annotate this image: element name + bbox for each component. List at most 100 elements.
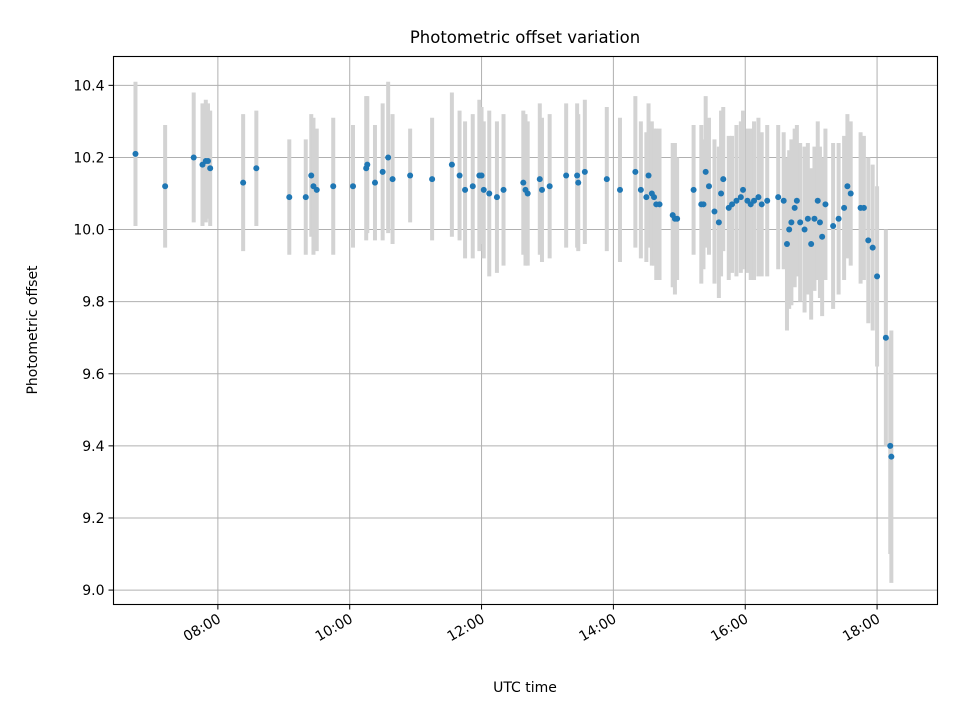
data-point	[330, 183, 337, 190]
data-point	[350, 183, 357, 190]
y-tick-label: 9.2	[82, 511, 104, 527]
data-point	[132, 150, 139, 157]
data-point	[616, 186, 623, 193]
data-point	[751, 197, 758, 204]
data-point	[429, 176, 436, 183]
data-point	[364, 161, 371, 168]
data-point	[869, 244, 876, 251]
y-tick-label: 10.2	[73, 150, 104, 166]
data-point	[847, 190, 854, 197]
data-point	[733, 197, 740, 204]
y-tick-label: 9.4	[82, 439, 104, 455]
data-point	[162, 183, 169, 190]
data-point	[308, 172, 315, 179]
grid-lines	[113, 56, 938, 605]
data-point	[865, 237, 872, 244]
data-point	[888, 453, 895, 460]
data-point	[389, 176, 396, 183]
data-point	[764, 197, 771, 204]
data-point	[524, 190, 531, 197]
data-point	[705, 183, 712, 190]
data-point	[581, 168, 588, 175]
data-point	[286, 194, 293, 201]
data-point	[711, 208, 718, 215]
data-point	[814, 197, 821, 204]
x-axis-label: UTC time	[493, 680, 557, 696]
data-point	[874, 273, 881, 280]
data-point	[718, 190, 725, 197]
data-point	[645, 172, 652, 179]
y-axis-label: Photometric offset	[25, 265, 41, 395]
y-tick-label: 9.8	[82, 295, 104, 311]
data-point	[190, 154, 197, 161]
data-point	[780, 197, 787, 204]
data-point	[469, 183, 476, 190]
data-point	[407, 172, 414, 179]
data-point	[844, 183, 851, 190]
data-point	[758, 201, 765, 208]
data-point	[835, 215, 842, 222]
data-point	[690, 186, 697, 193]
data-point	[656, 201, 663, 208]
data-point	[783, 240, 790, 247]
data-point	[575, 179, 582, 186]
data-point	[379, 168, 386, 175]
data-point	[737, 194, 744, 201]
data-point	[830, 222, 837, 229]
data-point	[700, 201, 707, 208]
y-tick-label: 9.0	[82, 583, 104, 599]
data-point	[302, 194, 309, 201]
data-point	[819, 233, 826, 240]
data-point	[755, 194, 762, 201]
data-point	[882, 334, 889, 341]
data-point	[791, 204, 798, 211]
data-points	[132, 150, 895, 460]
data-point	[493, 194, 500, 201]
data-point	[603, 176, 610, 183]
data-point	[674, 215, 681, 222]
data-point	[740, 186, 747, 193]
data-point	[240, 179, 247, 186]
y-tick-label: 10.0	[73, 223, 104, 239]
data-point	[887, 442, 894, 449]
data-point	[253, 165, 260, 172]
data-point	[538, 186, 545, 193]
data-point	[207, 165, 214, 172]
data-point	[500, 186, 507, 193]
data-point	[204, 158, 211, 165]
data-point	[804, 215, 811, 222]
data-point	[811, 215, 818, 222]
data-point	[797, 219, 804, 226]
y-tick-label: 9.6	[82, 367, 104, 383]
data-point	[729, 201, 736, 208]
data-point	[632, 168, 639, 175]
data-point	[775, 194, 782, 201]
data-point	[456, 172, 463, 179]
data-point	[536, 176, 543, 183]
data-point	[651, 194, 658, 201]
chart-title: Photometric offset variation	[410, 28, 640, 47]
data-point	[574, 172, 581, 179]
data-point	[860, 204, 867, 211]
data-point	[462, 186, 469, 193]
data-point	[563, 172, 570, 179]
data-point	[808, 240, 815, 247]
data-point	[788, 219, 795, 226]
data-point	[480, 186, 487, 193]
data-point	[793, 197, 800, 204]
data-point	[546, 183, 553, 190]
data-point	[478, 172, 485, 179]
data-point	[313, 186, 320, 193]
data-point	[448, 161, 455, 168]
data-point	[637, 186, 644, 193]
data-point	[486, 190, 493, 197]
data-point	[715, 219, 722, 226]
data-point	[801, 226, 808, 233]
plot-frame	[112, 55, 939, 606]
data-point	[385, 154, 392, 161]
data-point	[702, 168, 709, 175]
data-point	[786, 226, 793, 233]
y-tick-label: 10.4	[73, 78, 104, 94]
data-point	[841, 204, 848, 211]
